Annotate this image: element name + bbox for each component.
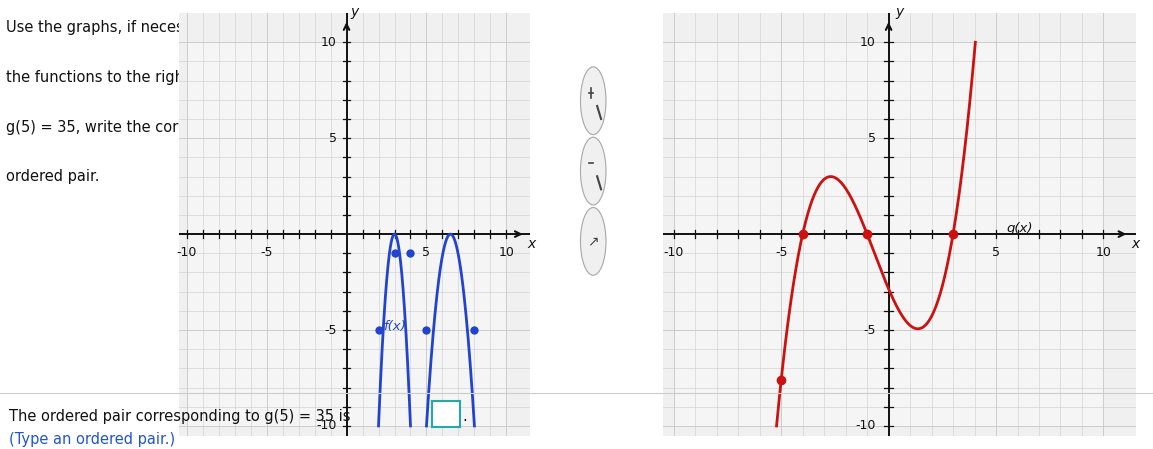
Text: .: . (462, 409, 467, 423)
Text: 5: 5 (422, 246, 430, 259)
Text: (Type an ordered pair.): (Type an ordered pair.) (9, 432, 175, 447)
Text: -5: -5 (775, 246, 787, 259)
Text: The ordered pair corresponding to g(5) = 35 is: The ordered pair corresponding to g(5) =… (9, 409, 355, 423)
Circle shape (580, 137, 606, 205)
Text: the functions to the right. If: the functions to the right. If (6, 70, 209, 85)
Text: -10: -10 (317, 419, 337, 432)
Text: 5: 5 (868, 132, 876, 145)
Text: -10: -10 (176, 246, 197, 259)
Text: y: y (351, 5, 359, 19)
Text: -5: -5 (324, 324, 337, 336)
Text: g(5) = 35, write the corresponding: g(5) = 35, write the corresponding (6, 120, 259, 135)
Text: f(x): f(x) (383, 321, 406, 334)
Text: -10: -10 (856, 419, 876, 432)
Text: g(x): g(x) (1007, 222, 1033, 235)
Text: 5: 5 (329, 132, 337, 145)
Text: 10: 10 (321, 36, 337, 49)
Text: x: x (527, 237, 535, 251)
Text: y: y (895, 5, 904, 19)
Circle shape (580, 207, 606, 275)
Text: -5: -5 (261, 246, 273, 259)
Text: 10: 10 (860, 36, 876, 49)
Text: -5: -5 (864, 324, 876, 336)
Text: x: x (1131, 237, 1139, 251)
Text: Use the graphs, if necessary, of: Use the graphs, if necessary, of (6, 21, 239, 35)
Text: 5: 5 (992, 246, 1000, 259)
Text: ordered pair.: ordered pair. (6, 169, 99, 184)
Circle shape (580, 67, 606, 135)
Text: 10: 10 (1095, 246, 1111, 259)
Text: -10: -10 (663, 246, 684, 259)
Text: 10: 10 (498, 246, 514, 259)
Text: ↗: ↗ (587, 234, 600, 248)
